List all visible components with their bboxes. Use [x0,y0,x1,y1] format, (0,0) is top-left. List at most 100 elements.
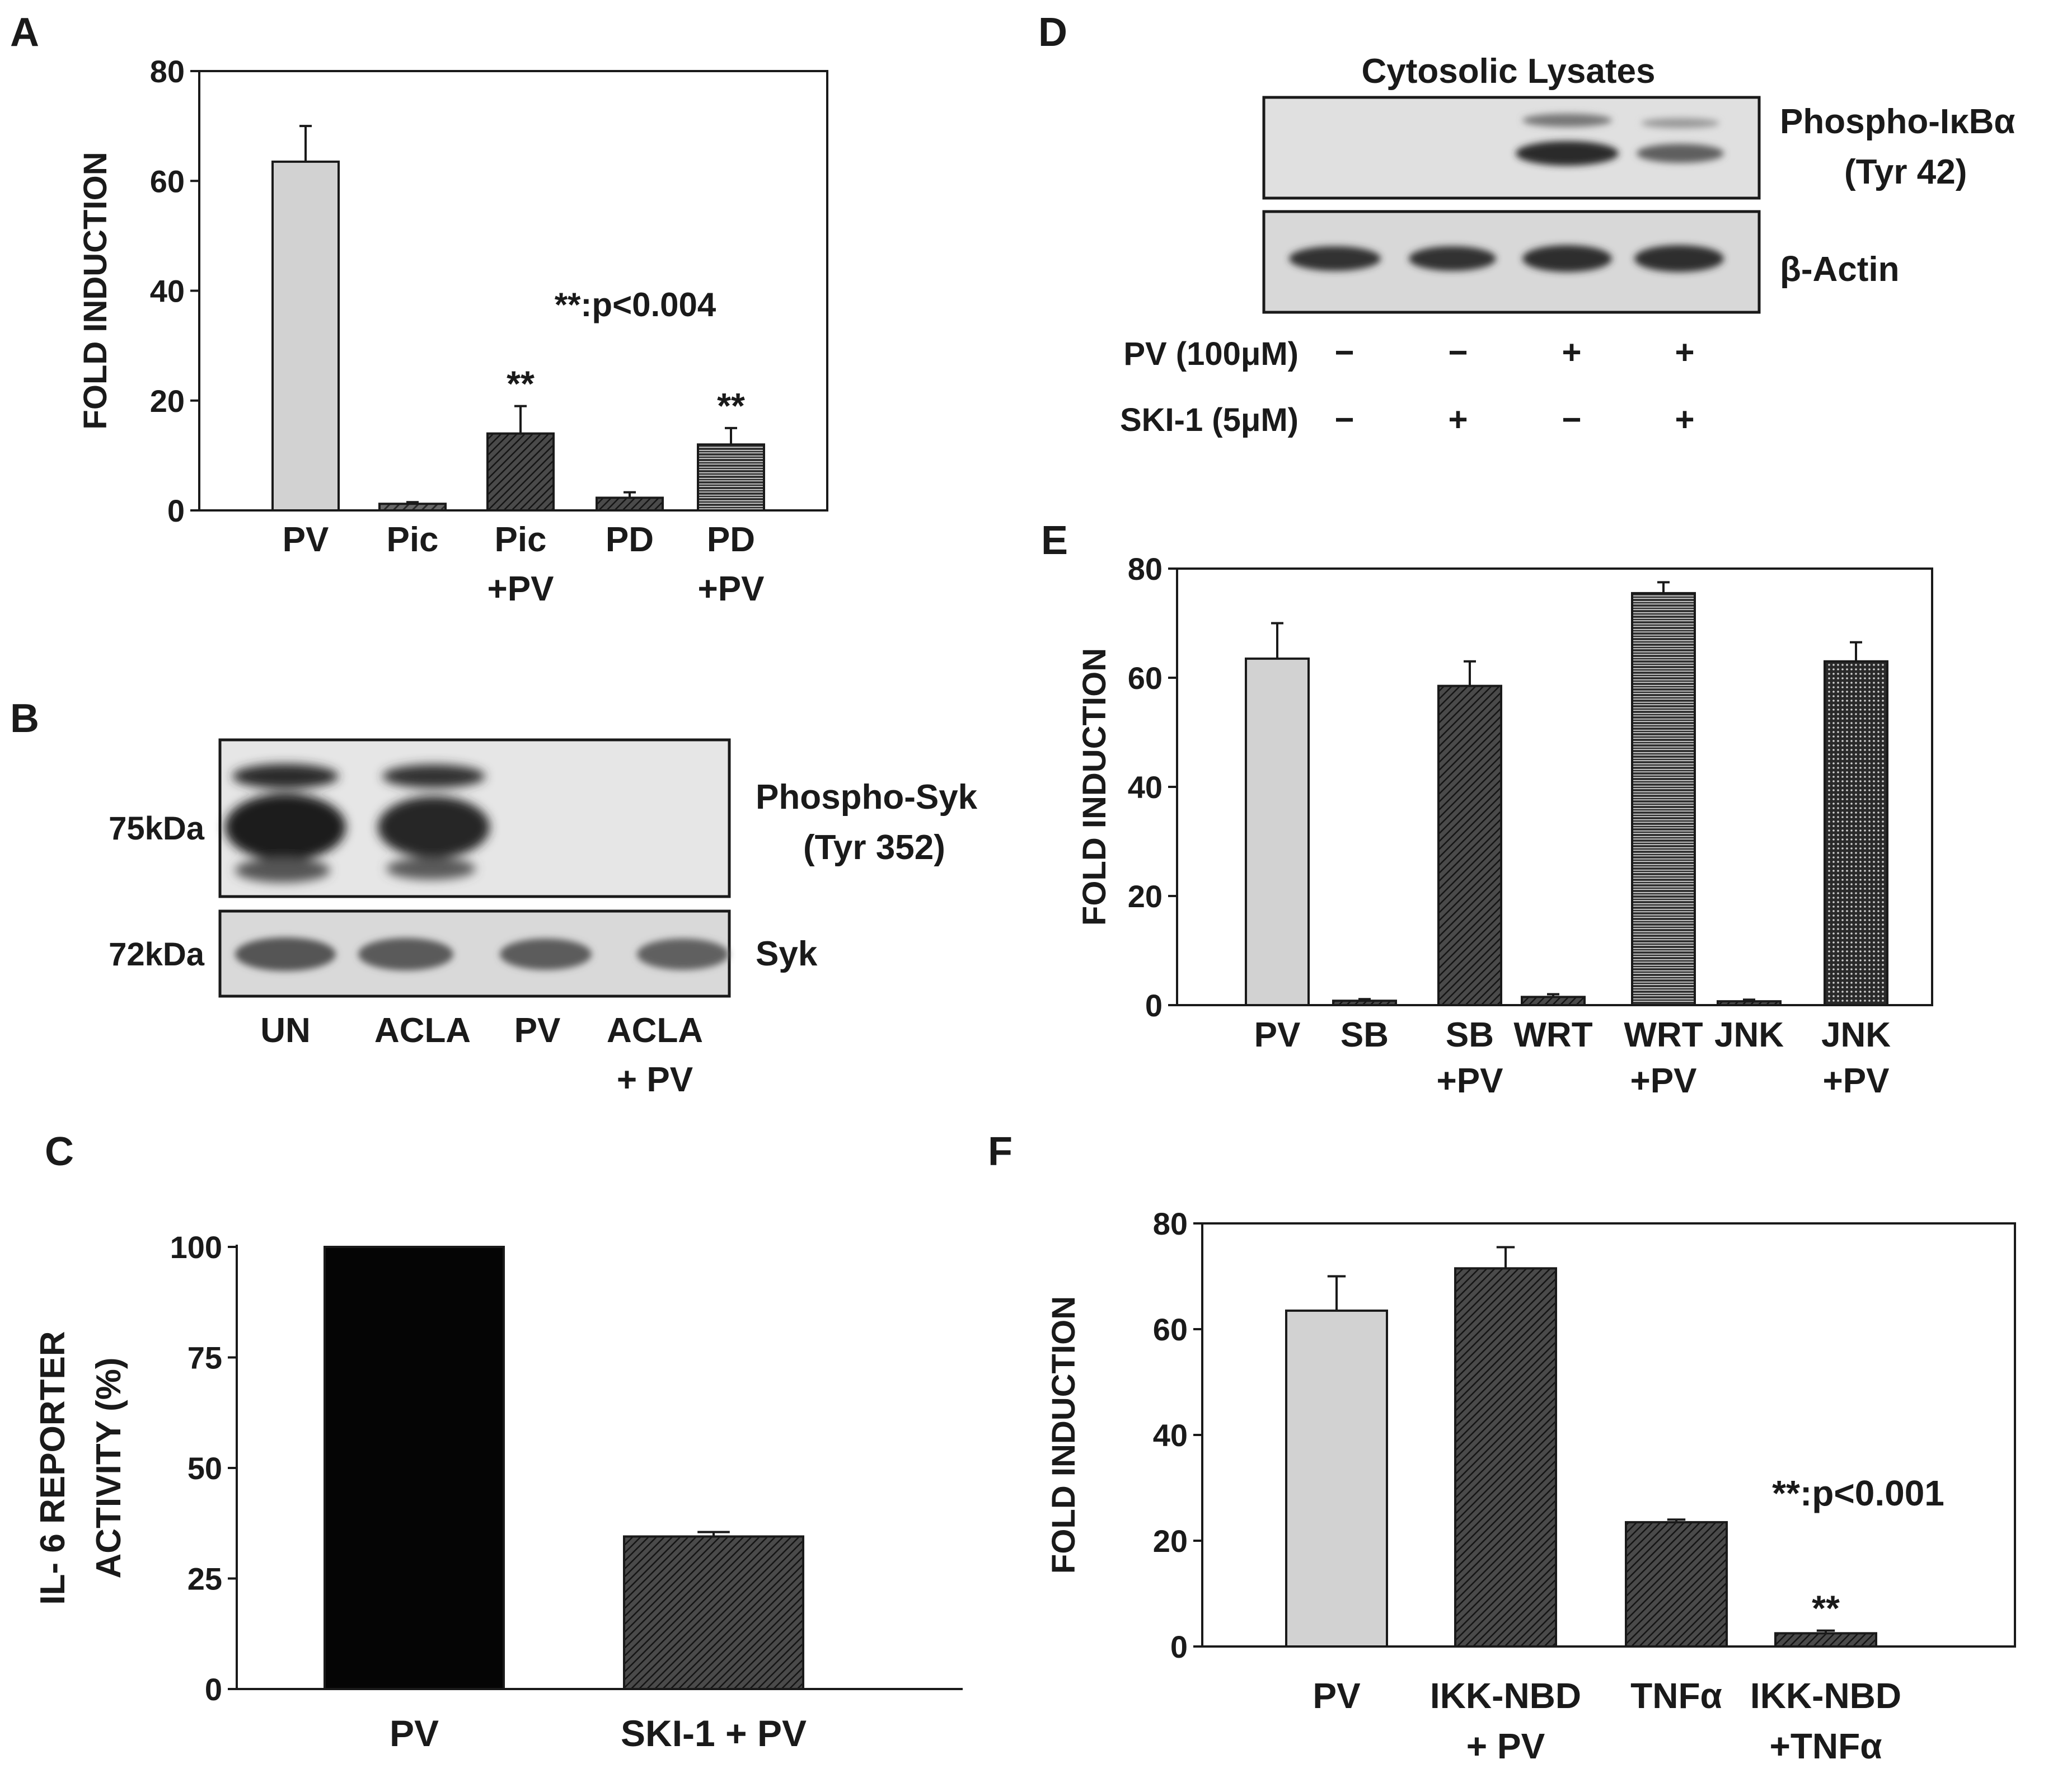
category-label: +PV [1823,1062,1890,1100]
y-axis-label: FOLD INDUCTION [1046,1296,1082,1574]
blot-d-row2-label: SKI-1 (5μM) [1120,402,1299,438]
blot-b-lane-labels: UN ACLA PV ACLA + PV [260,1011,703,1099]
blot-b-bottom-bands [235,937,729,971]
y-tick-label: 25 [188,1561,222,1597]
lane-label: + PV [617,1061,693,1099]
bar [1437,684,1502,1006]
y-tick-label: 50 [188,1451,222,1486]
bar [623,1535,804,1690]
y-tick-label: 0 [205,1672,222,1707]
category-label: +PV [488,570,554,608]
bar [271,160,340,512]
category-label: +PV [1630,1062,1697,1100]
lane-label: PV [514,1011,561,1050]
y-tick-label: 100 [170,1230,222,1265]
category-label: JNK [1821,1016,1891,1054]
panel-label-f: F [988,1129,1013,1174]
y-axis-label: ACTIVITY (%) [90,1358,128,1579]
treatment-sign: − [1448,334,1468,371]
category-label: JNK [1714,1016,1784,1054]
category-label: SB [1340,1016,1389,1054]
y-tick-label: 75 [188,1340,222,1376]
annotation: **:p<0.001 [1772,1473,1944,1513]
blot-b-label-top-1: Phospho-Syk [756,778,978,817]
treatment-sign: + [1675,334,1694,371]
y-axis-label: FOLD INDUCTION [1076,648,1113,926]
bar [1631,592,1696,1006]
blot-b-top-bands [225,764,490,883]
category-label: PV [283,520,329,559]
category-label: PV [390,1713,439,1754]
chart-panel-e: 0 20 40 60 80 FOLD INDUCTION PV SB SB +PV WRT WRT +P… [1076,551,1933,1100]
y-tick-label: 40 [150,274,185,309]
y-axis-label: FOLD INDUCTION [77,152,114,429]
lane-label: ACLA [607,1011,703,1050]
category-label: SKI-1 + PV [621,1713,807,1754]
y-tick-label: 0 [1170,1629,1188,1664]
blot-d-label-top-1: Phospho-IκBα [1780,102,2016,141]
significance-marker: ** [717,386,745,426]
category-label: +TNFα [1769,1726,1882,1766]
chart-panel-c: 0 25 50 75 100 IL- 6 REPORTER ACTIVITY (%) PV SK… [34,1230,963,1754]
chart-panel-f: 0 20 40 60 80 FOLD INDUCTION PV IKK-NBD + PV TNFα… [1046,1206,2016,1766]
y-tick-label: 0 [1145,988,1163,1023]
category-label: +PV [698,570,765,608]
blot-panel-d: Cytosolic Lysates Phospho-IκBα (Tyr 42) … [1120,52,2016,438]
bar [1521,996,1586,1006]
bar [1454,1267,1557,1648]
blot-d-label-bottom: β-Actin [1780,250,1900,289]
category-label: Pic [386,520,438,559]
y-tick-label: 60 [1153,1312,1188,1347]
bar [1824,660,1888,1006]
blot-d-label-top-2: (Tyr 42) [1844,153,1967,191]
panel-label-e: E [1041,518,1068,563]
bar [1717,1000,1782,1007]
annotation: **:p<0.004 [555,286,716,323]
panel-label-b: B [10,696,39,741]
category-label: PV [1254,1016,1301,1054]
blot-d-top-bands [1516,114,1724,166]
blot-d-treatment-signs: − − + + − + − + [1334,334,1694,438]
y-tick-label: 60 [150,163,185,199]
y-tick-label: 60 [1128,660,1163,696]
y-tick-label: 20 [1153,1523,1188,1559]
category-label: +PV [1437,1062,1503,1100]
y-tick-label: 80 [150,54,185,89]
y-tick-label: 80 [1128,551,1163,587]
significance-marker: ** [1812,1588,1840,1629]
blot-d-title: Cytosolic Lysates [1362,52,1656,91]
category-label: IKK-NBD [1750,1676,1901,1716]
y-tick-label: 0 [167,493,185,528]
treatment-sign: − [1334,334,1354,371]
category-label: WRT [1624,1016,1703,1054]
panel-label-c: C [45,1129,74,1174]
treatment-sign: − [1334,401,1354,438]
blot-b-marker-top: 75kDa [109,810,205,847]
y-tick-label: 80 [1153,1206,1188,1241]
y-axis-label: IL- 6 REPORTER [34,1331,72,1605]
bar [324,1246,505,1690]
y-tick-label: 20 [1128,879,1163,914]
bar [1245,657,1310,1006]
treatment-sign: − [1562,401,1581,438]
category-label: PD [606,520,654,559]
bar [378,503,447,512]
treatment-sign: + [1562,334,1581,371]
treatment-sign: + [1448,401,1468,438]
category-label: SB [1446,1016,1494,1054]
chart-panel-a: 0 20 40 60 80 FOLD INDUCTION PV Pic ** Pic +PV PD **… [77,54,828,608]
category-label: PD [707,520,755,559]
bar [486,432,555,512]
bar [1774,1632,1877,1648]
category-label: WRT [1513,1016,1592,1054]
y-tick-label: 40 [1153,1418,1188,1453]
panel-label-a: A [10,10,39,55]
bar [1285,1309,1388,1648]
bar [1625,1521,1728,1648]
category-label: TNFα [1630,1676,1722,1716]
blot-panel-b: 75kDa 72kDa Phospho-Syk (Tyr 352) Syk UN… [109,738,978,1099]
blot-b-label-top-2: (Tyr 352) [803,828,945,867]
significance-marker: ** [507,364,535,404]
lane-label: ACLA [374,1011,471,1050]
